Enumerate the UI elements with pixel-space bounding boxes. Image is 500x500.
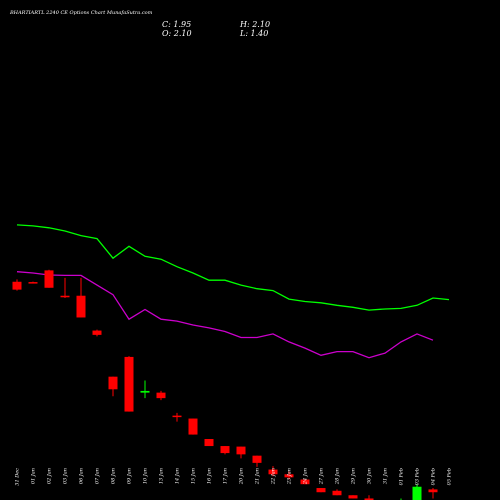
candle-body xyxy=(140,390,150,393)
candle xyxy=(400,498,402,500)
candle xyxy=(316,488,326,493)
x-tick-label: 04 Feb xyxy=(431,468,437,485)
x-tick-label: 24 Jan xyxy=(303,468,309,485)
x-tick-label: 13 Jan xyxy=(159,468,165,484)
x-tick-label: 10 Jan xyxy=(143,468,149,484)
x-tick-label: 01 Jan xyxy=(31,468,37,484)
x-tick-label: 09 Jan xyxy=(127,468,133,484)
candle-body xyxy=(204,439,214,447)
candle-body xyxy=(428,489,438,493)
candle-body xyxy=(188,418,198,435)
x-tick-label: 31 Dec xyxy=(15,468,21,486)
candle-body xyxy=(60,295,70,298)
candle xyxy=(204,439,214,447)
x-tick-label: 14 Jan xyxy=(175,468,181,484)
candle xyxy=(428,488,438,499)
candle-body xyxy=(12,281,22,290)
candle xyxy=(140,380,150,399)
x-tick-label: 23 Jan xyxy=(287,468,293,485)
candle-body xyxy=(28,282,38,284)
candle-body xyxy=(236,446,246,455)
candle xyxy=(284,471,294,480)
candle xyxy=(300,479,310,485)
candle-body xyxy=(316,488,326,493)
x-tick-label: 31 Jan xyxy=(383,468,389,484)
candle-body xyxy=(348,495,358,499)
candle-body xyxy=(108,376,118,390)
candle xyxy=(412,484,422,500)
candle-body xyxy=(284,474,294,478)
x-tick-label: 03 Feb xyxy=(415,468,421,485)
x-tick-label: 16 Jan xyxy=(207,468,213,484)
candle-body xyxy=(172,415,182,418)
open-readout: O: 2.10 xyxy=(162,29,192,38)
x-tick-label: 01 Feb xyxy=(399,468,405,485)
moving-average-layer xyxy=(16,224,450,359)
candle-body xyxy=(364,498,374,500)
candle-body xyxy=(156,392,166,399)
x-tick-label: 15 Jan xyxy=(191,468,197,484)
candle-body xyxy=(300,479,310,485)
candle xyxy=(76,277,86,318)
candle-body xyxy=(220,446,230,454)
x-tick-label: 08 Jan xyxy=(111,468,117,484)
candle xyxy=(252,455,262,467)
x-tick-label: 03 Jan xyxy=(63,468,69,484)
x-tick-label: 05 Feb xyxy=(447,468,453,485)
candle xyxy=(236,446,246,459)
ma-fast-line xyxy=(16,224,450,311)
high-readout: H: 2.10 xyxy=(240,20,271,29)
candle xyxy=(12,279,22,291)
x-tick-label: 30 Jan xyxy=(367,468,373,484)
candle-body xyxy=(124,356,134,412)
candle xyxy=(124,356,134,412)
chart-title: BHARTIARTL 2240 CE Options Chart MunafaS… xyxy=(10,10,153,16)
x-tick-label: 27 Jan xyxy=(319,468,325,485)
candle xyxy=(172,412,182,422)
candle xyxy=(332,489,342,496)
candle-body xyxy=(76,295,86,318)
x-tick-label: 07 Jan xyxy=(95,468,101,484)
candle-layer xyxy=(12,269,438,500)
candle-body xyxy=(92,330,102,335)
candle xyxy=(220,446,230,455)
candle-body xyxy=(268,469,278,475)
x-tick-label: 28 Jan xyxy=(335,468,341,485)
x-tick-label: 21 Jan xyxy=(255,468,261,485)
candle xyxy=(188,418,198,435)
x-tick-label: 22 Jan xyxy=(271,468,277,485)
x-tick-label: 29 Jan xyxy=(351,468,357,485)
candle-body xyxy=(332,490,342,496)
low-readout: L: 1.40 xyxy=(240,29,269,38)
candle xyxy=(92,329,102,337)
candle xyxy=(44,269,54,288)
x-axis-labels: 31 Dec 01 Jan 02 Jan 03 Jan 06 Jan 07 Jan 08 J… xyxy=(15,468,453,486)
candle-body xyxy=(252,455,262,463)
ma-slow-line xyxy=(16,271,434,359)
x-tick-label: 20 Jan xyxy=(239,468,245,485)
candle xyxy=(156,390,166,401)
candle xyxy=(348,495,358,499)
x-tick-label: 17 Jan xyxy=(223,468,229,484)
candle xyxy=(108,376,118,397)
x-tick-label: 02 Jan xyxy=(47,468,53,484)
candle xyxy=(28,281,38,284)
candle xyxy=(60,277,70,298)
candle xyxy=(364,495,374,500)
x-tick-label: 06 Jan xyxy=(79,468,85,484)
candle-body xyxy=(44,270,54,288)
candle-body xyxy=(412,486,422,500)
close-readout: C: 1.95 xyxy=(162,20,192,29)
candle xyxy=(268,466,278,477)
